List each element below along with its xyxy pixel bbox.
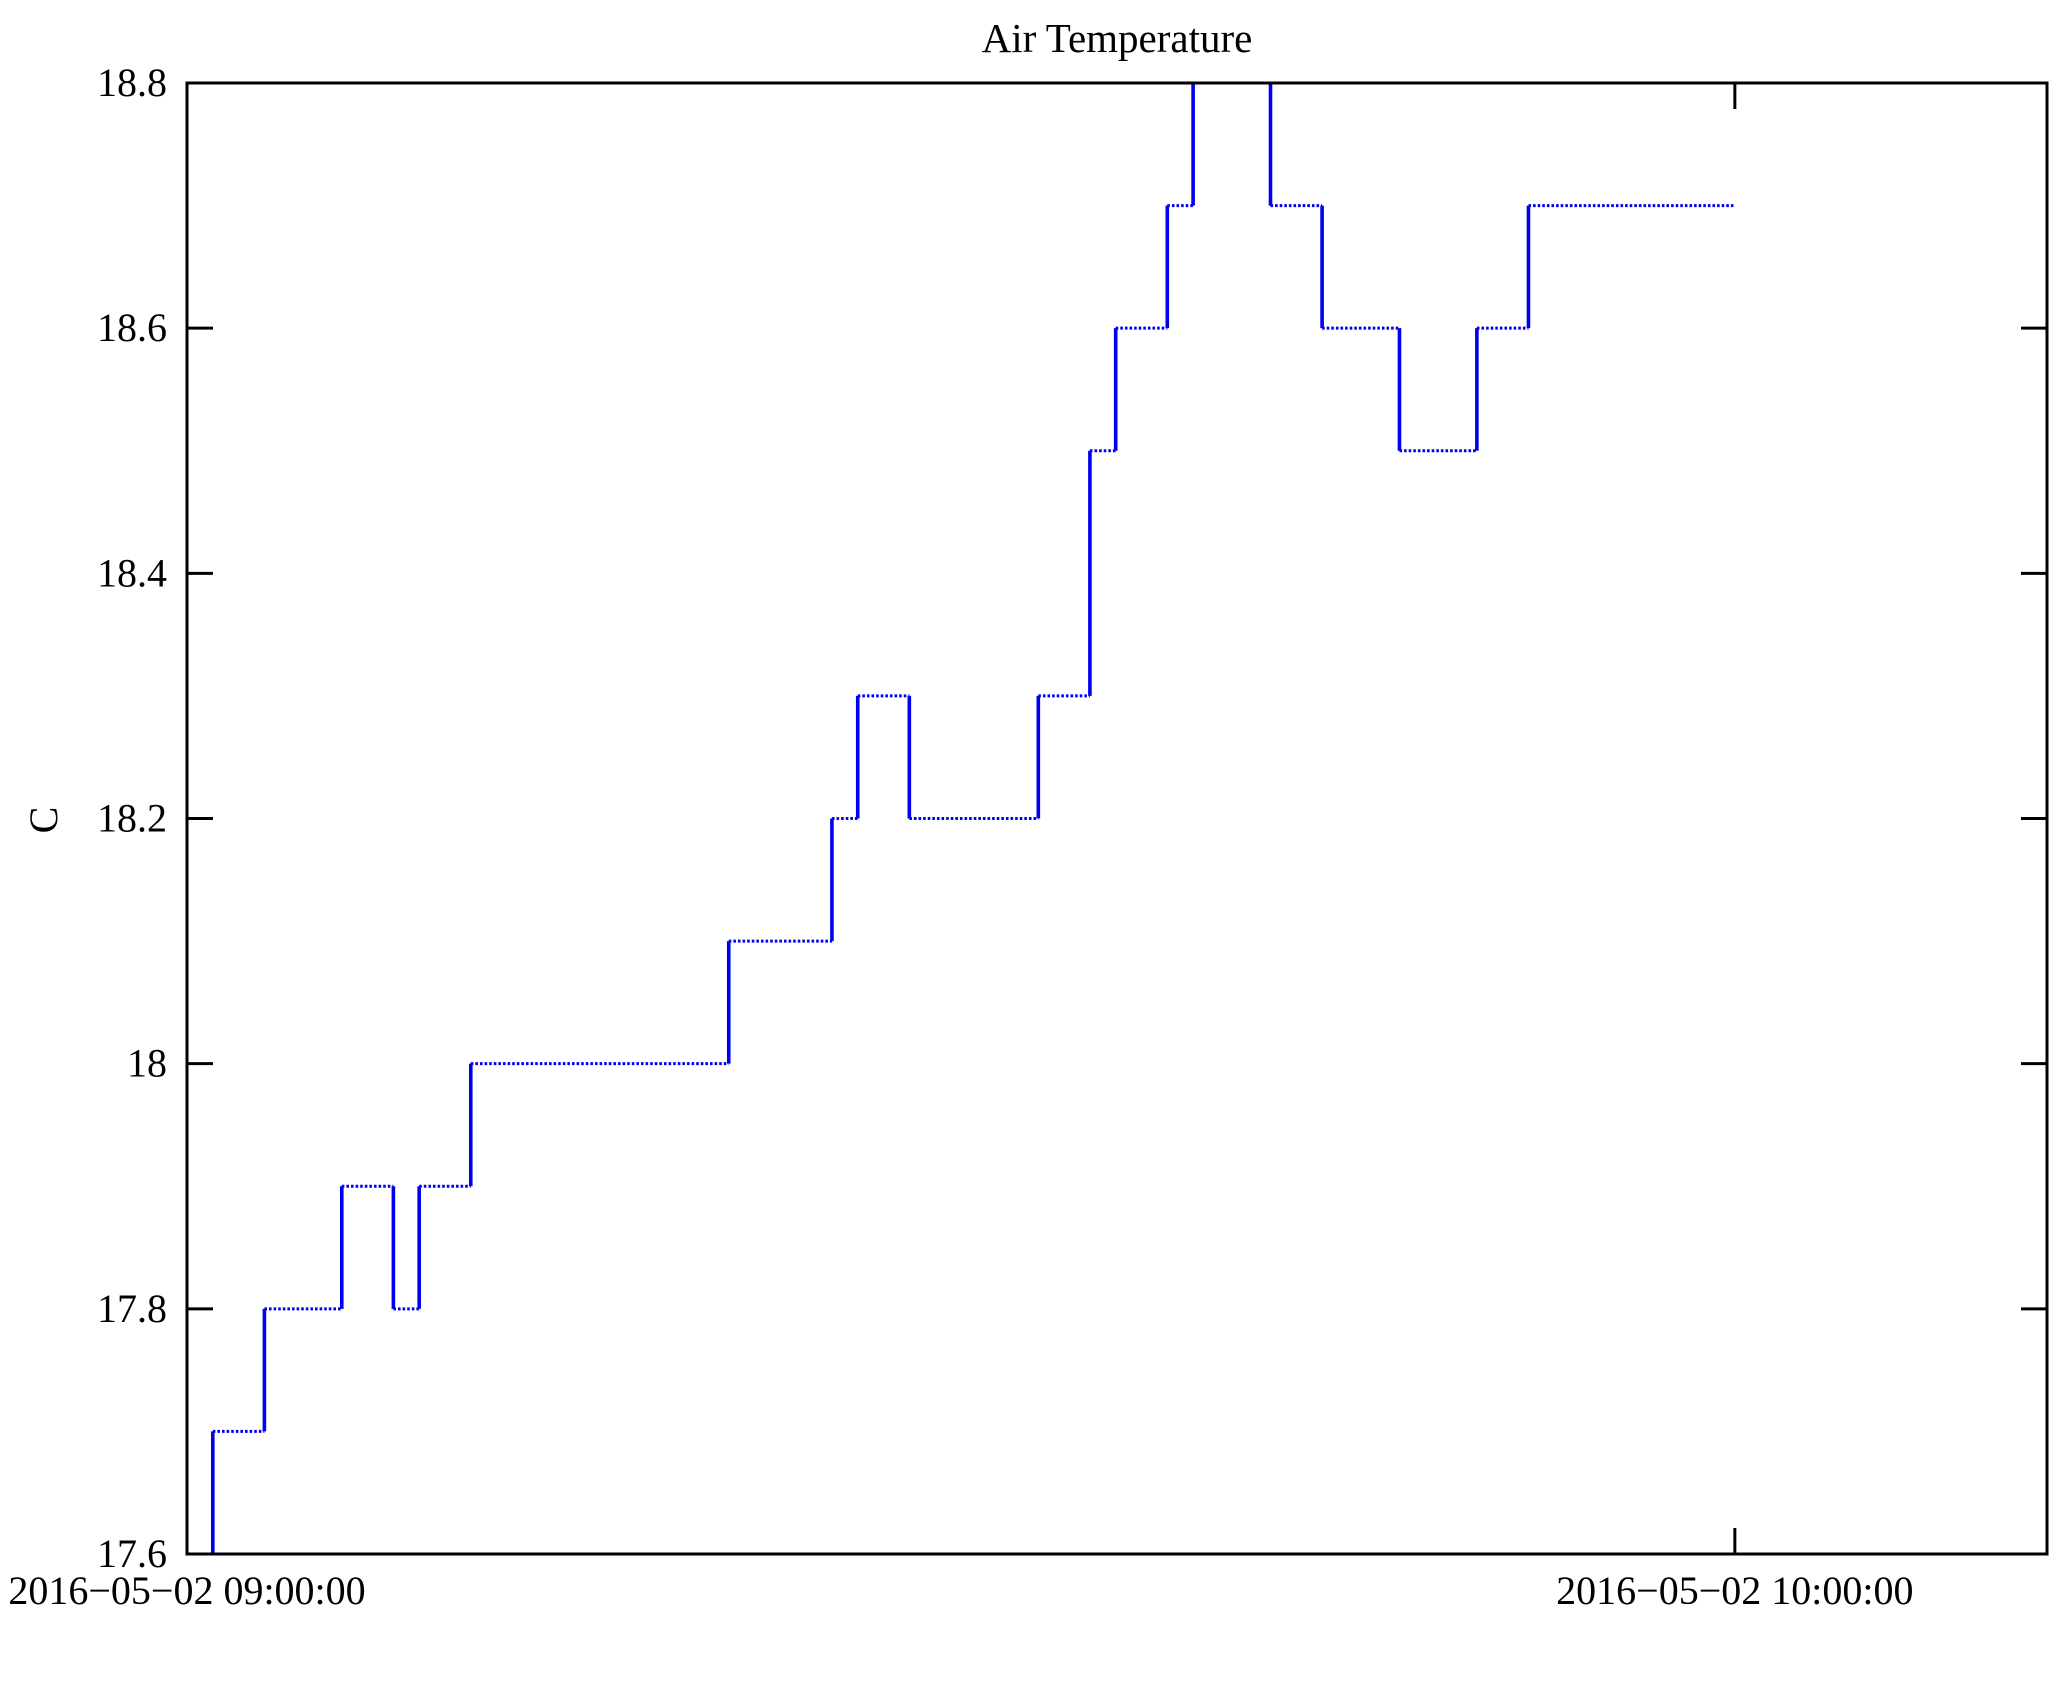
y-tick-label: 18.4 xyxy=(97,550,167,595)
y-tick-label: 18 xyxy=(127,1041,167,1086)
y-tick-label: 17.6 xyxy=(97,1531,167,1576)
y-tick-label: 18.2 xyxy=(97,796,167,841)
chart-title: Air Temperature xyxy=(982,15,1253,61)
y-axis-ticks: 17.6 17.8 18 18.2 18.4 18.6 18.8 xyxy=(97,60,2047,1576)
plot-frame xyxy=(185,81,2049,1556)
y-axis-label: C xyxy=(21,807,66,834)
x-axis-ticks: 2016−05−02 09:00:00 2016−05−02 10:00:00 xyxy=(8,83,1914,1613)
y-tick-label: 18.6 xyxy=(97,305,167,350)
y-tick-label: 17.8 xyxy=(97,1286,167,1331)
x-tick-label: 2016−05−02 10:00:00 xyxy=(1556,1568,1913,1613)
y-tick-label: 18.8 xyxy=(97,60,167,105)
series-line xyxy=(187,81,1735,1556)
x-tick-label: 2016−05−02 09:00:00 xyxy=(8,1568,365,1613)
